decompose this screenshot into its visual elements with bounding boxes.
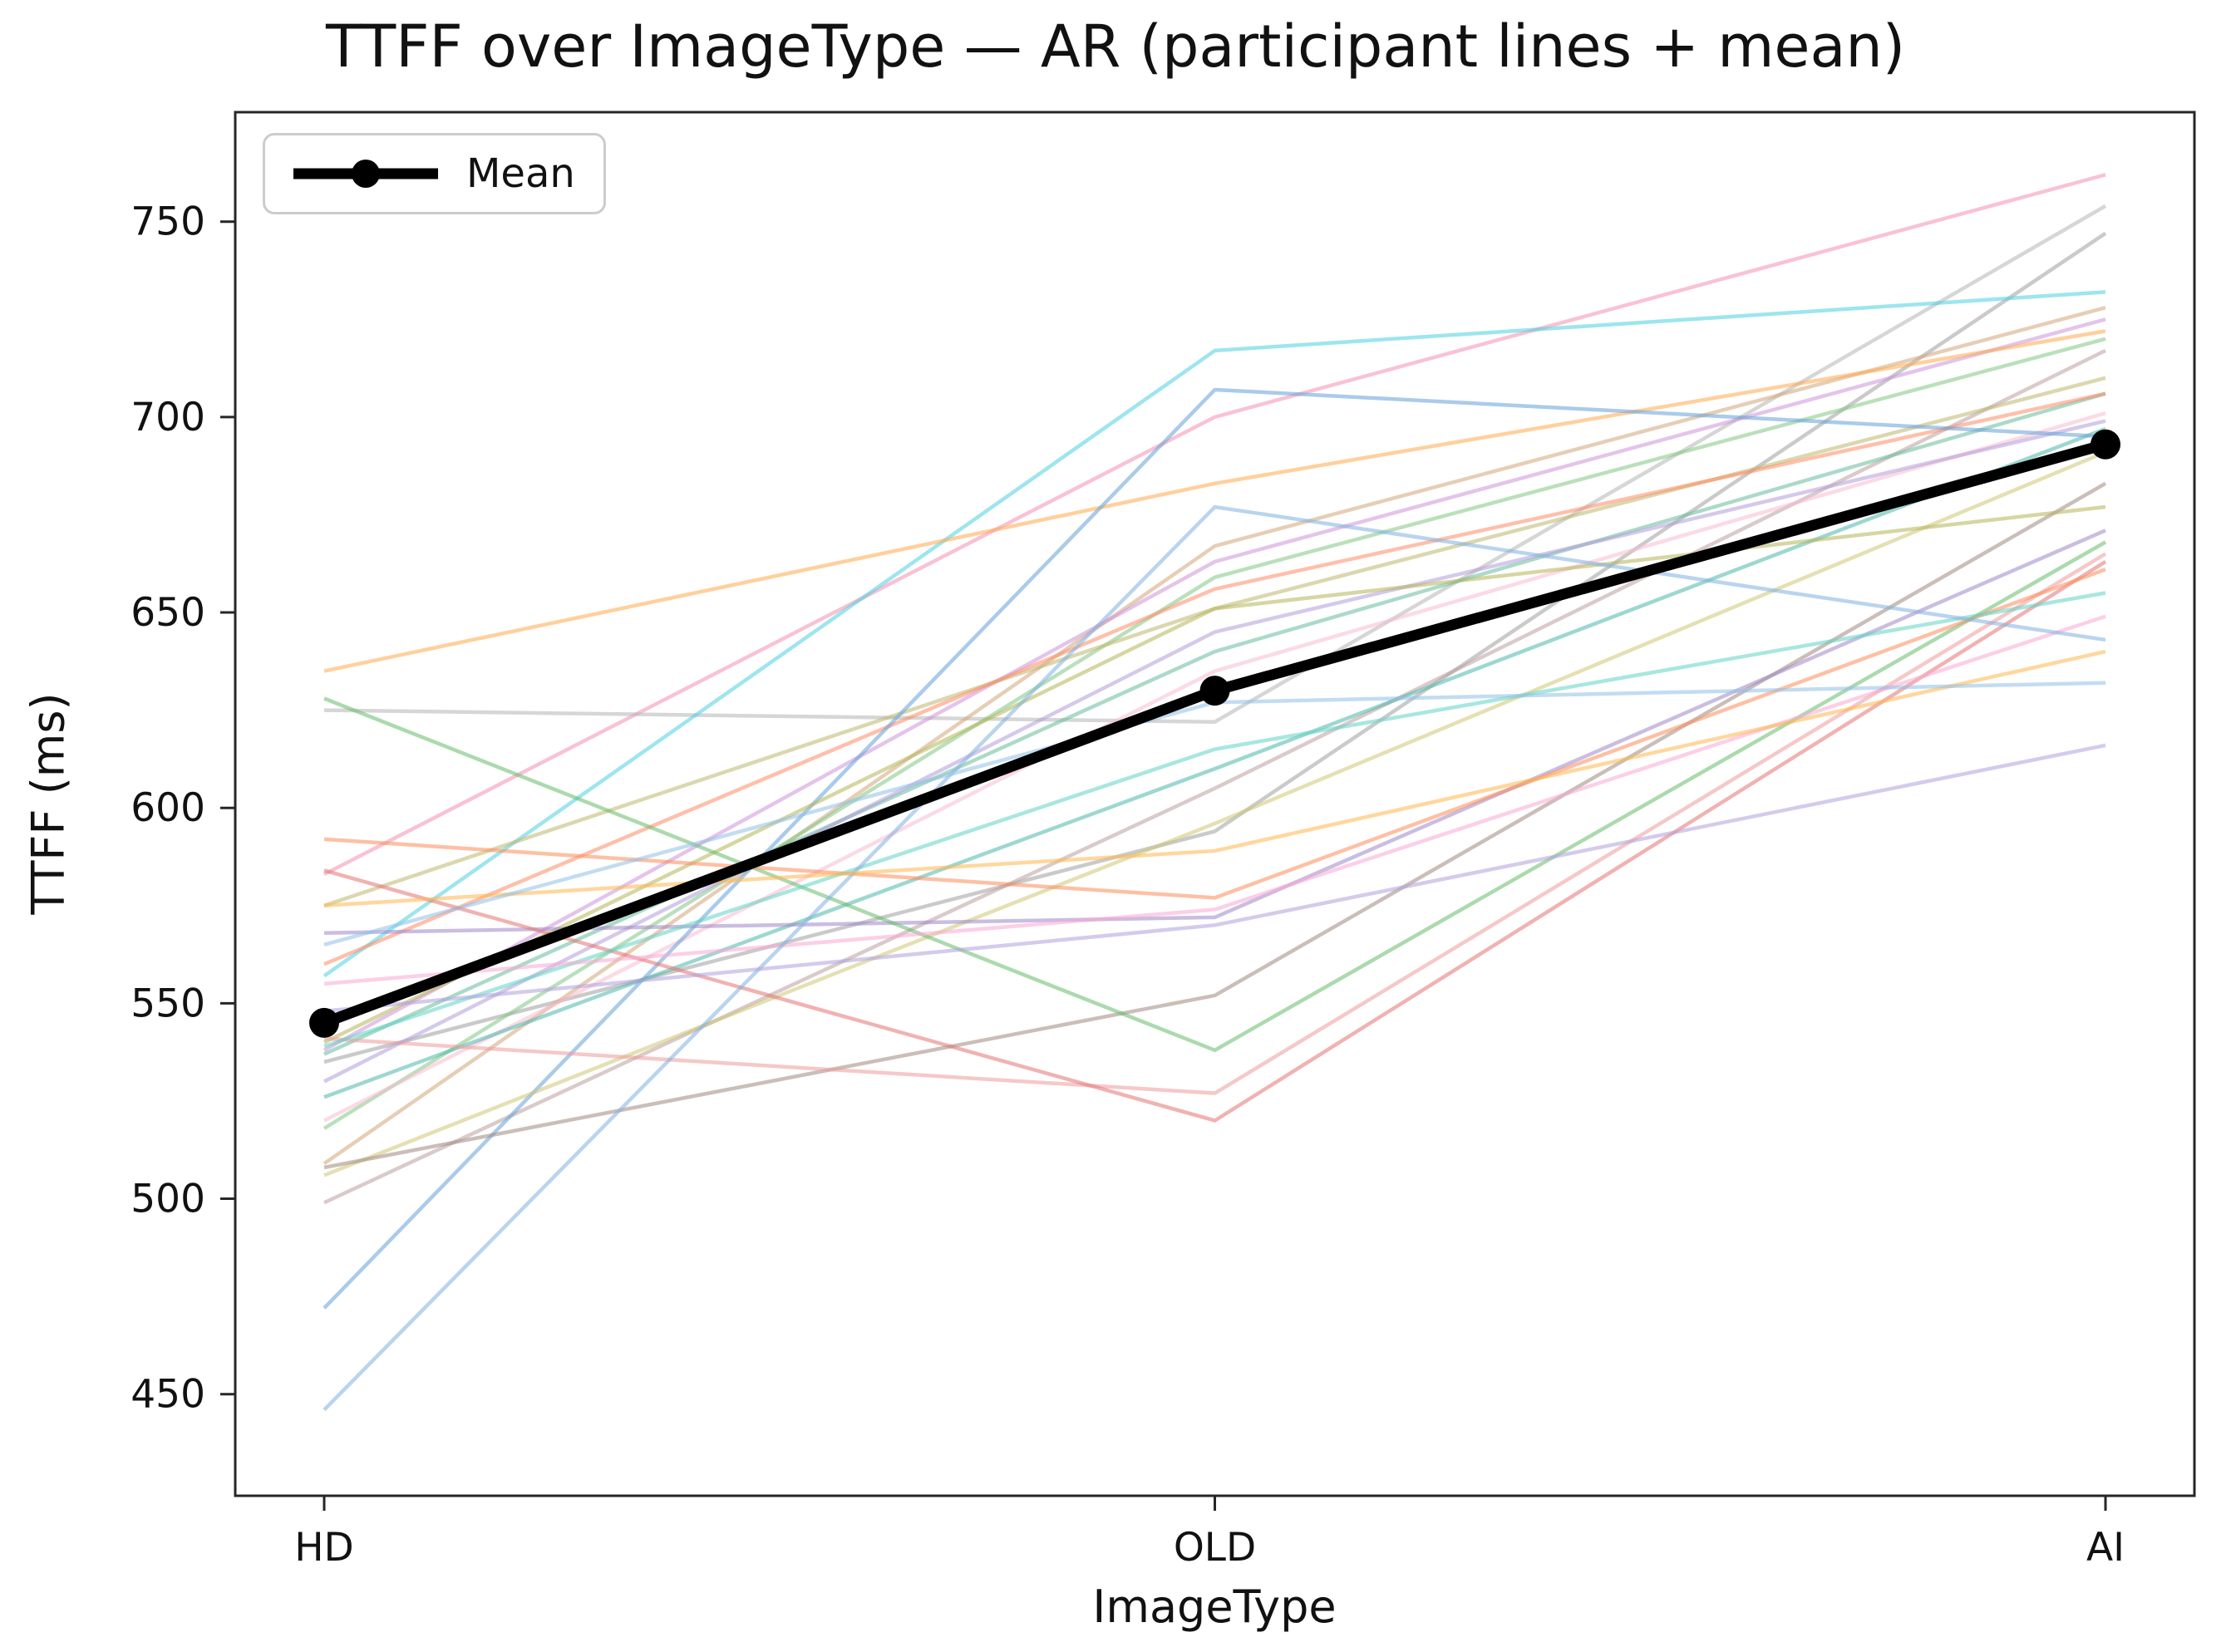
participant-line bbox=[323, 591, 2106, 1049]
participant-line bbox=[323, 504, 2106, 1045]
participant-line bbox=[323, 387, 2106, 1310]
x-tick-label: AI bbox=[2086, 1525, 2125, 1571]
participant-line bbox=[323, 204, 2107, 724]
y-tick-label: 450 bbox=[131, 1372, 205, 1418]
y-tick-label: 600 bbox=[131, 785, 205, 831]
y-tick-label: 500 bbox=[131, 1177, 205, 1222]
participant-line bbox=[323, 231, 2107, 1064]
y-tick-label: 650 bbox=[131, 590, 205, 636]
mean-marker bbox=[309, 1007, 339, 1038]
legend-label: Mean bbox=[466, 150, 575, 197]
participant-line bbox=[323, 419, 2106, 1084]
participant-line bbox=[323, 743, 2106, 1014]
x-tick-label: HD bbox=[294, 1525, 354, 1571]
participant-line bbox=[323, 348, 2106, 1205]
legend: Mean bbox=[263, 133, 606, 214]
y-tick-label: 700 bbox=[131, 395, 205, 440]
participant-line bbox=[323, 552, 2107, 1095]
y-axis-label: TTFF (ms) bbox=[22, 692, 75, 915]
participant-line bbox=[323, 649, 2106, 908]
participant-line bbox=[323, 329, 2106, 673]
chart-title: TTFF over ImageType — AR (participant li… bbox=[325, 12, 1906, 81]
participant-line bbox=[323, 559, 2107, 1123]
participant-line bbox=[323, 540, 2107, 1053]
participant-line bbox=[323, 529, 2106, 935]
participant-line bbox=[323, 337, 2106, 1130]
participant-line bbox=[323, 391, 2106, 1056]
x-tick-label: OLD bbox=[1174, 1525, 1256, 1571]
participant-line bbox=[323, 411, 2106, 1123]
participant-line bbox=[323, 568, 2106, 900]
mean-marker bbox=[1199, 676, 1230, 706]
participant-line bbox=[323, 173, 2106, 877]
x-axis-label: ImageType bbox=[1092, 1581, 1337, 1633]
participant-line bbox=[323, 504, 2106, 1412]
mean-legend-marker bbox=[352, 160, 380, 188]
axes-frame bbox=[234, 111, 2196, 1497]
mean-marker bbox=[2091, 429, 2120, 460]
participant-line bbox=[323, 376, 2106, 907]
participant-line bbox=[323, 391, 2106, 966]
y-tick-label: 550 bbox=[131, 981, 205, 1026]
participant-line bbox=[323, 290, 2106, 978]
mean-legend-swatch bbox=[293, 160, 438, 188]
participant-line bbox=[323, 614, 2106, 986]
y-tick-label: 750 bbox=[131, 199, 205, 245]
